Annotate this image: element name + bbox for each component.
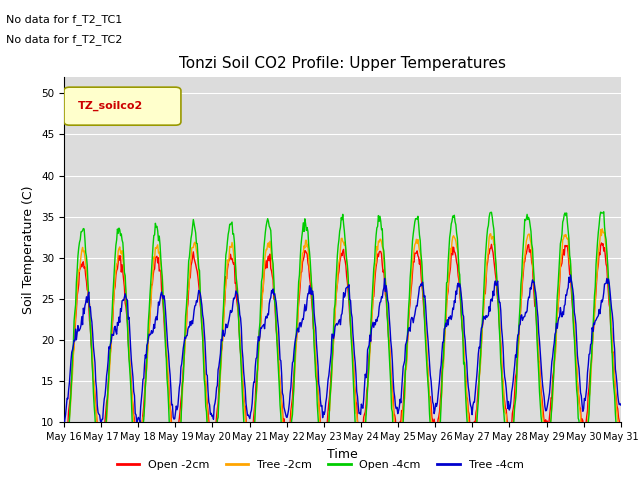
Text: No data for f_T2_TC2: No data for f_T2_TC2 bbox=[6, 34, 123, 45]
Y-axis label: Soil Temperature (C): Soil Temperature (C) bbox=[22, 185, 35, 314]
X-axis label: Time: Time bbox=[327, 448, 358, 461]
Title: Tonzi Soil CO2 Profile: Upper Temperatures: Tonzi Soil CO2 Profile: Upper Temperatur… bbox=[179, 57, 506, 72]
Text: TZ_soilco2: TZ_soilco2 bbox=[78, 101, 143, 111]
Text: No data for f_T2_TC1: No data for f_T2_TC1 bbox=[6, 14, 123, 25]
FancyBboxPatch shape bbox=[64, 87, 181, 125]
Legend: Open -2cm, Tree -2cm, Open -4cm, Tree -4cm: Open -2cm, Tree -2cm, Open -4cm, Tree -4… bbox=[112, 456, 528, 474]
